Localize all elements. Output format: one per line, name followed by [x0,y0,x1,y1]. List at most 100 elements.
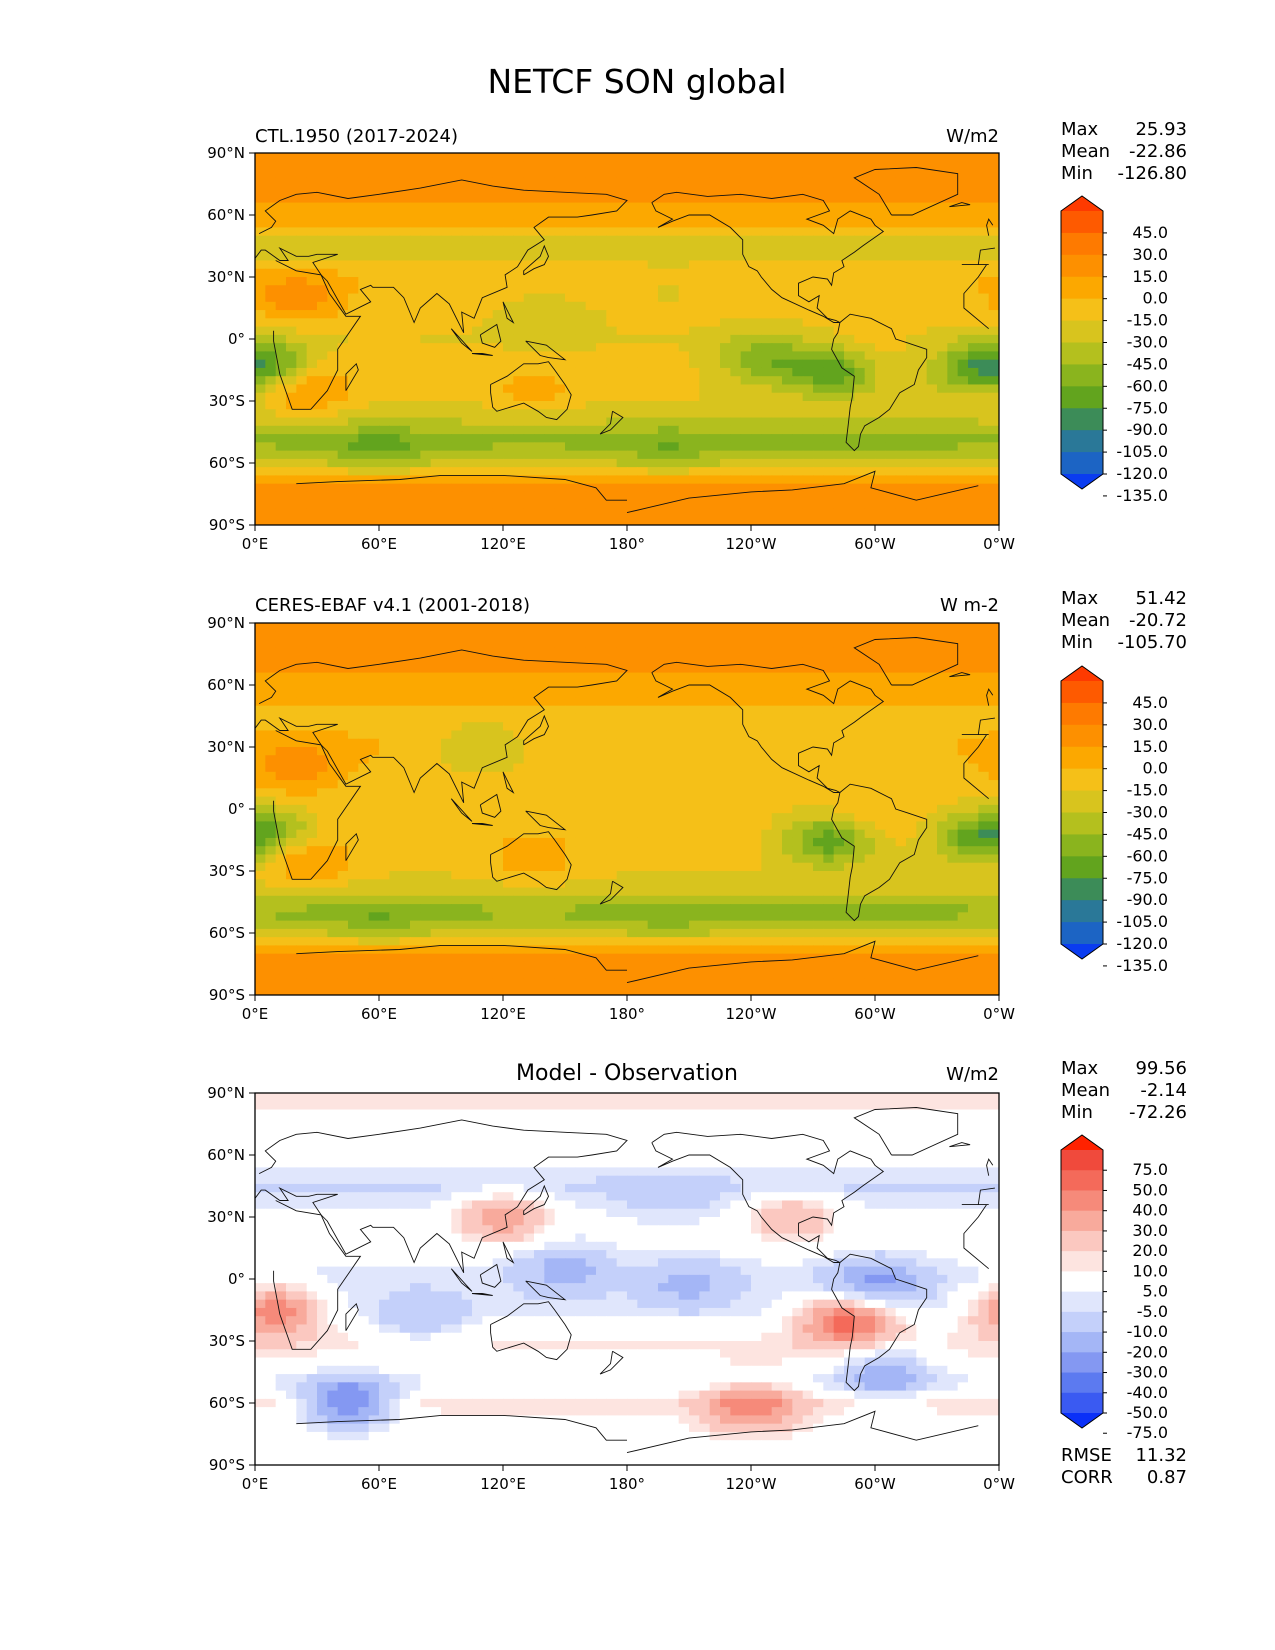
heatmap-cell [957,334,969,344]
heatmap-cell [937,409,948,419]
heatmap-cell [544,210,556,220]
heatmap-cell [895,804,907,814]
heatmap-cell [441,788,452,798]
heatmap-cell [472,194,483,204]
heatmap-cell [926,647,938,657]
heatmap-cell [957,483,969,493]
heatmap-cell [730,656,742,665]
heatmap-cell [430,235,442,245]
heatmap-cell [554,235,566,245]
heatmap-cell [957,351,969,361]
heatmap-cell [844,161,855,171]
heatmap-cell [740,202,752,212]
heatmap-cell [255,763,266,773]
heatmap-cell [461,796,473,806]
heatmap-cell [544,301,556,311]
heatmap-cell [544,194,556,204]
heatmap-cell [296,705,308,715]
heatmap-cell [885,401,897,410]
heatmap-cell [906,434,917,443]
heatmap-cell [751,202,762,212]
heatmap-cell [337,697,349,707]
heatmap-cell [658,227,669,237]
heatmap-cell [895,796,907,806]
heatmap-cell [379,194,390,204]
heatmap-cell [410,194,421,204]
heatmap-cell [813,500,824,510]
heatmap-cell [689,450,700,460]
heatmap-cell [575,210,587,220]
heatmap-cell [337,301,349,311]
heatmap-cell [833,301,845,311]
heatmap-cell [399,227,411,237]
heatmap-cell [286,639,297,649]
heatmap-cell [875,384,886,394]
heatmap-cell [740,475,752,485]
heatmap-cell [937,376,948,386]
heatmap-cell [916,202,928,212]
heatmap-cell [368,672,380,682]
heatmap-cell [637,326,649,336]
heatmap-cell [792,384,804,394]
heatmap-cell [606,656,618,665]
heatmap-cell [503,656,514,665]
heatmap-cell [317,186,328,195]
heatmap-cell [988,788,999,798]
heatmap-cell [875,169,886,179]
heatmap-cell [937,260,948,270]
heatmap-cell [348,392,359,402]
heatmap-cell [689,343,700,352]
heatmap-cell [802,697,814,707]
heatmap-cell [368,351,380,361]
heatmap-cell [968,359,979,369]
heatmap-cell [596,260,607,270]
heatmap-cell [451,631,463,641]
heatmap-cell [379,177,390,187]
heatmap-cell [906,639,917,649]
heatmap-cell [379,334,390,344]
heatmap-cell [544,169,556,179]
heatmap-cell [616,483,628,493]
heatmap-cell [844,401,855,410]
heatmap-cell [885,194,897,204]
heatmap-cell [461,755,473,765]
heatmap-cell [792,293,804,303]
heatmap-cell [420,359,432,369]
heatmap-cell [740,697,752,707]
heatmap-cell [792,202,804,212]
heatmap-cell [854,417,866,427]
heatmap-cell [565,738,576,748]
heatmap-cell [317,705,328,715]
heatmap-cell [399,804,411,814]
heatmap-cell [275,747,287,756]
heatmap-cell [647,631,659,641]
heatmap-cell [823,376,835,386]
heatmap-cell [782,252,793,262]
heatmap-cell [606,442,618,452]
heatmap-cell [596,763,607,773]
heatmap-cell [368,747,380,756]
heatmap-cell [771,285,783,295]
heatmap-cell [926,153,938,162]
heatmap-cell [792,310,804,319]
heatmap-cell [358,310,370,319]
heatmap-cell [410,227,421,237]
heatmap-cell [585,722,597,732]
heatmap-cell [420,780,432,789]
heatmap-cell [730,219,742,228]
heatmap-cell [482,804,494,814]
heatmap-cell [492,310,504,319]
heatmap-cell [647,367,659,377]
heatmap-cell [761,508,773,518]
heatmap-cell [575,177,587,187]
heatmap-cell [647,219,659,228]
heatmap-cell [947,367,959,377]
heatmap-cell [358,508,370,518]
heatmap-cell [978,169,990,179]
heatmap-cell [296,376,308,386]
heatmap-cell [792,639,804,649]
heatmap-cell [503,252,514,262]
heatmap-cell [379,318,390,328]
heatmap-cell [503,639,514,649]
heatmap-cell [255,359,266,369]
